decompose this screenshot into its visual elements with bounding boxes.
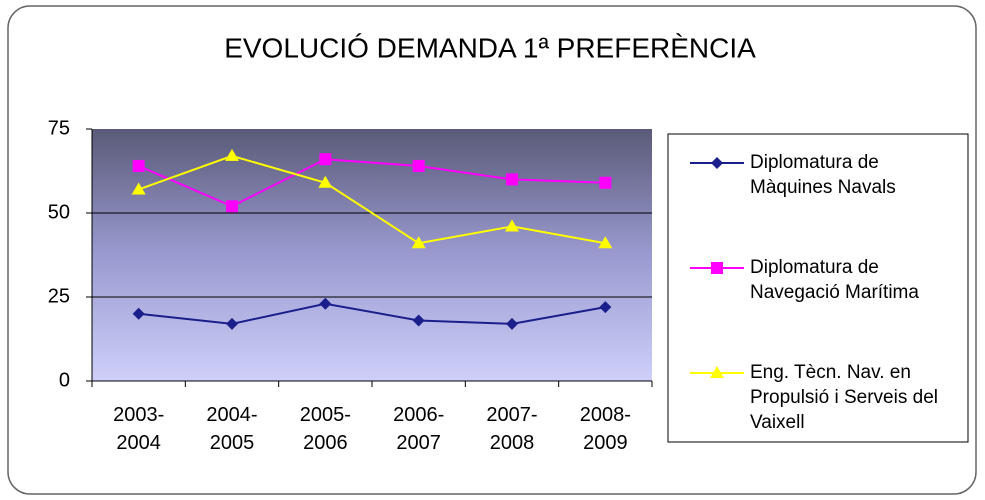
- legend-label: Eng. Tècn. Nav. en Propulsió i Serveis d…: [750, 362, 938, 433]
- marker: [599, 176, 612, 189]
- x-tick-label: 2005-2006: [299, 404, 351, 454]
- legend-label: Diplomatura de Navegació Marítima: [750, 257, 919, 303]
- y-tick-label: 50: [48, 201, 70, 223]
- legend-label: Diplomatura de Màquines Navals: [750, 152, 896, 198]
- plot-area: [92, 129, 652, 381]
- marker: [226, 200, 238, 213]
- marker: [319, 153, 332, 166]
- marker: [411, 236, 426, 249]
- marker: [412, 314, 425, 327]
- y-tick-label: 75: [48, 117, 70, 139]
- marker: [505, 219, 519, 232]
- marker: [132, 307, 145, 320]
- marker: [131, 182, 146, 195]
- x-tick-label: 2008-2009: [579, 404, 631, 454]
- marker: [225, 148, 239, 161]
- marker: [319, 297, 332, 310]
- marker: [599, 301, 612, 314]
- series-line: [138, 302, 606, 325]
- marker: [711, 157, 723, 169]
- y-tick-label: 0: [59, 369, 70, 391]
- y-tick-label: 25: [48, 285, 70, 307]
- series-line: [138, 158, 606, 208]
- marker: [506, 173, 518, 186]
- legend-box: [667, 133, 969, 443]
- chart-title: EVOLUCIÓ DEMANDA 1ª PREFERÈNCIA: [224, 32, 756, 63]
- x-tick-label: 2006-2007: [393, 404, 445, 454]
- x-tick-label: 2004-2005: [206, 404, 258, 454]
- marker: [132, 159, 145, 172]
- series-line: [138, 154, 606, 245]
- x-tick-label: 2003-2004: [113, 404, 165, 454]
- marker: [318, 175, 333, 188]
- marker: [710, 366, 724, 378]
- marker: [711, 262, 723, 274]
- marker: [598, 236, 613, 249]
- marker: [226, 317, 238, 330]
- marker: [412, 159, 425, 172]
- x-tick-label: 2007-2008: [486, 404, 538, 454]
- marker: [506, 317, 518, 330]
